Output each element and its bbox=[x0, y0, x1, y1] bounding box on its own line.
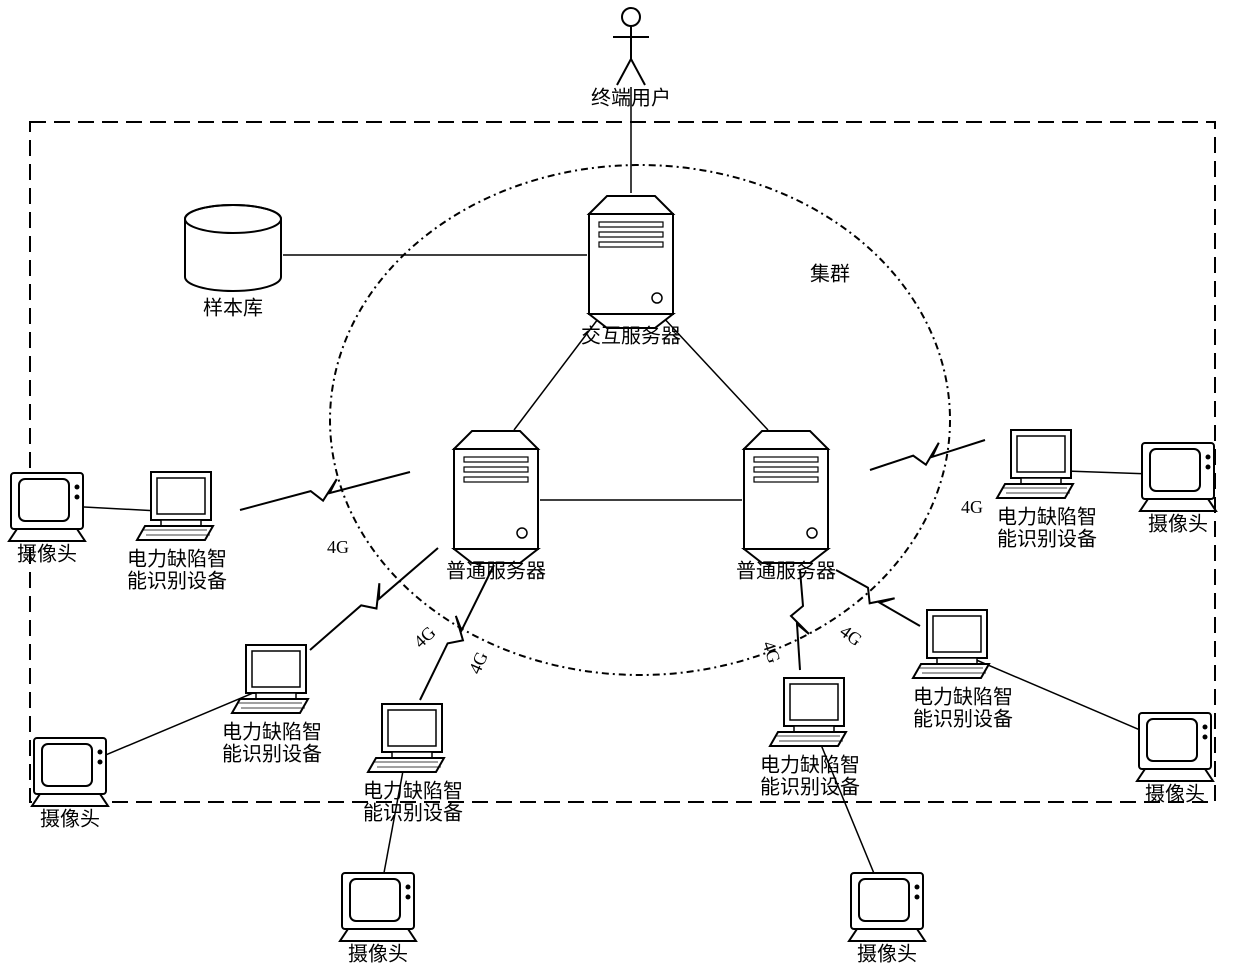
device-label-2: 能识别设备 bbox=[127, 570, 227, 593]
server-icon bbox=[589, 196, 673, 328]
device-icon bbox=[770, 678, 846, 746]
camera-icon bbox=[849, 873, 925, 941]
device-label-2: 能识别设备 bbox=[222, 743, 322, 766]
camera-label: 摄像头 bbox=[348, 943, 408, 966]
four-g-label: 4G bbox=[327, 537, 349, 557]
device-label-1: 电力缺陷智 bbox=[913, 686, 1013, 709]
four-g-label: 4G bbox=[410, 622, 440, 652]
camera-label: 摄像头 bbox=[17, 543, 77, 566]
device-label-2: 能识别设备 bbox=[760, 776, 860, 799]
device-icon bbox=[913, 610, 989, 678]
camera-icon bbox=[32, 738, 108, 806]
camera-icon bbox=[1140, 443, 1216, 511]
device-label-1: 电力缺陷智 bbox=[760, 754, 860, 777]
device-label-1: 电力缺陷智 bbox=[363, 780, 463, 803]
wireless-link-icon bbox=[868, 431, 988, 478]
camera-label: 摄像头 bbox=[857, 943, 917, 966]
database-icon bbox=[185, 205, 281, 291]
normal-server-right-label: 普通服务器 bbox=[736, 560, 836, 583]
four-g-label: 4G bbox=[465, 649, 492, 677]
camera-icon bbox=[9, 473, 85, 541]
wireless-link-icon bbox=[831, 563, 925, 634]
device-label-2: 能识别设备 bbox=[997, 528, 1097, 551]
device-label-2: 能识别设备 bbox=[363, 802, 463, 825]
device-icon bbox=[368, 704, 444, 772]
wireless-link-icon bbox=[238, 463, 412, 519]
four-g-label: 4G bbox=[961, 497, 983, 517]
camera-icon bbox=[1137, 713, 1213, 781]
four-g-label: 4G bbox=[836, 621, 866, 650]
wireless-link-icon bbox=[791, 570, 809, 670]
diagram-root: 集群4G4G4G4G4G4G终端用户样本库交互服务器普通服务器普通服务器电力缺陷… bbox=[9, 8, 1216, 966]
device-icon bbox=[137, 472, 213, 540]
device-label-1: 电力缺陷智 bbox=[127, 548, 227, 571]
server-icon bbox=[744, 431, 828, 563]
sample-db-label: 样本库 bbox=[203, 297, 263, 320]
camera-label: 摄像头 bbox=[1145, 783, 1205, 806]
cluster-label: 集群 bbox=[810, 263, 850, 286]
device-label-1: 电力缺陷智 bbox=[997, 506, 1097, 529]
user-icon bbox=[613, 8, 649, 85]
user-label: 终端用户 bbox=[591, 87, 671, 110]
camera-icon bbox=[340, 873, 416, 941]
camera-label: 摄像头 bbox=[40, 808, 100, 831]
interact-server-label: 交互服务器 bbox=[581, 325, 681, 348]
device-label-1: 电力缺陷智 bbox=[222, 721, 322, 744]
device-icon bbox=[232, 645, 308, 713]
device-label-2: 能识别设备 bbox=[913, 708, 1013, 731]
server-icon bbox=[454, 431, 538, 563]
normal-server-left-label: 普通服务器 bbox=[446, 560, 546, 583]
device-icon bbox=[997, 430, 1073, 498]
four-g-label: 4G bbox=[759, 639, 785, 666]
camera-label: 摄像头 bbox=[1148, 513, 1208, 536]
